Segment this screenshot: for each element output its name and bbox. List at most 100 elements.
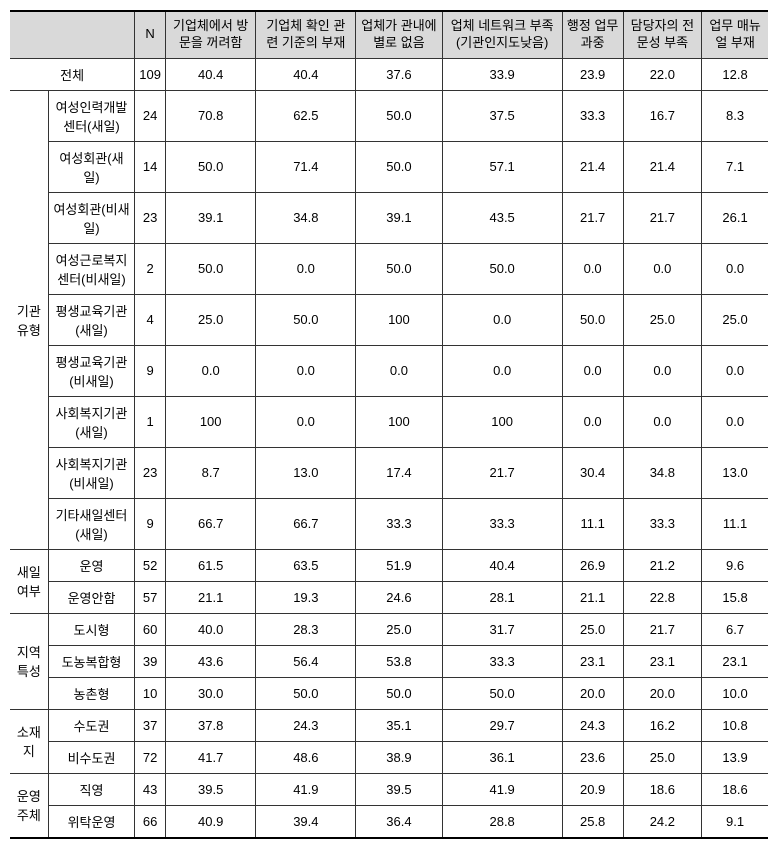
cell: 23.1 bbox=[623, 645, 702, 677]
row-label: 평생교육기관(비새일) bbox=[48, 345, 135, 396]
cell: 10 bbox=[135, 677, 166, 709]
cell: 24.3 bbox=[562, 709, 623, 741]
table-row: 지역특성 도시형 60 40.0 28.3 25.0 31.7 25.0 21.… bbox=[10, 613, 768, 645]
cell: 0.0 bbox=[702, 243, 768, 294]
cell: 50.0 bbox=[256, 677, 356, 709]
cell: 43.5 bbox=[442, 192, 562, 243]
cell: 16.7 bbox=[623, 90, 702, 141]
cell: 37.6 bbox=[356, 58, 442, 90]
table-body: 전체 109 40.4 40.4 37.6 33.9 23.9 22.0 12.… bbox=[10, 58, 768, 838]
cell: 14 bbox=[135, 141, 166, 192]
table-row: 평생교육기관(비새일) 9 0.0 0.0 0.0 0.0 0.0 0.0 0.… bbox=[10, 345, 768, 396]
cell: 0.0 bbox=[165, 345, 255, 396]
cell: 21.4 bbox=[562, 141, 623, 192]
cell: 21.7 bbox=[623, 192, 702, 243]
cell: 25.0 bbox=[623, 294, 702, 345]
cell: 10.8 bbox=[702, 709, 768, 741]
row-label: 비수도권 bbox=[48, 741, 135, 773]
cell: 40.4 bbox=[256, 58, 356, 90]
header-col1: 기업체에서 방문을 꺼려함 bbox=[165, 11, 255, 58]
cell: 40.4 bbox=[165, 58, 255, 90]
row-label: 직영 bbox=[48, 773, 135, 805]
cell: 71.4 bbox=[256, 141, 356, 192]
cell: 0.0 bbox=[702, 345, 768, 396]
cell: 50.0 bbox=[165, 243, 255, 294]
cell: 50.0 bbox=[356, 243, 442, 294]
cell: 0.0 bbox=[623, 345, 702, 396]
cell: 23 bbox=[135, 447, 166, 498]
cell: 23.6 bbox=[562, 741, 623, 773]
table-row: 여성회관(비새일) 23 39.1 34.8 39.1 43.5 21.7 21… bbox=[10, 192, 768, 243]
cell: 33.3 bbox=[442, 645, 562, 677]
cell: 28.8 bbox=[442, 805, 562, 838]
cell: 0.0 bbox=[356, 345, 442, 396]
cell: 40.9 bbox=[165, 805, 255, 838]
cell: 33.3 bbox=[356, 498, 442, 549]
cell: 50.0 bbox=[256, 294, 356, 345]
row-label: 전체 bbox=[10, 58, 135, 90]
cell: 29.7 bbox=[442, 709, 562, 741]
row-label: 운영 bbox=[48, 549, 135, 581]
cell: 53.8 bbox=[356, 645, 442, 677]
cell: 10.0 bbox=[702, 677, 768, 709]
cell: 0.0 bbox=[623, 396, 702, 447]
cell: 9.6 bbox=[702, 549, 768, 581]
cell: 41.9 bbox=[442, 773, 562, 805]
table-row: 소재지 수도권 37 37.8 24.3 35.1 29.7 24.3 16.2… bbox=[10, 709, 768, 741]
table-row: 사회복지기관(비새일) 23 8.7 13.0 17.4 21.7 30.4 3… bbox=[10, 447, 768, 498]
cell: 13.0 bbox=[256, 447, 356, 498]
cell: 21.7 bbox=[442, 447, 562, 498]
header-row: N 기업체에서 방문을 꺼려함 기업체 확인 관련 기준의 부재 업체가 관내에… bbox=[10, 11, 768, 58]
cell: 39.5 bbox=[165, 773, 255, 805]
data-table: N 기업체에서 방문을 꺼려함 기업체 확인 관련 기준의 부재 업체가 관내에… bbox=[10, 10, 768, 839]
table-row: 새일여부 운영 52 61.5 63.5 51.9 40.4 26.9 21.2… bbox=[10, 549, 768, 581]
cell: 38.9 bbox=[356, 741, 442, 773]
group-label: 새일여부 bbox=[10, 549, 48, 613]
table-row: 운영주체 직영 43 39.5 41.9 39.5 41.9 20.9 18.6… bbox=[10, 773, 768, 805]
cell: 41.7 bbox=[165, 741, 255, 773]
table-row: 비수도권 72 41.7 48.6 38.9 36.1 23.6 25.0 13… bbox=[10, 741, 768, 773]
cell: 11.1 bbox=[562, 498, 623, 549]
cell: 100 bbox=[165, 396, 255, 447]
row-label: 여성근로복지센터(비새일) bbox=[48, 243, 135, 294]
cell: 100 bbox=[442, 396, 562, 447]
table-row: 평생교육기관(새일) 4 25.0 50.0 100 0.0 50.0 25.0… bbox=[10, 294, 768, 345]
row-label: 위탁운영 bbox=[48, 805, 135, 838]
cell: 13.0 bbox=[702, 447, 768, 498]
group-label: 지역특성 bbox=[10, 613, 48, 709]
cell: 20.0 bbox=[562, 677, 623, 709]
group-label: 운영주체 bbox=[10, 773, 48, 838]
header-n: N bbox=[135, 11, 166, 58]
table-row: 위탁운영 66 40.9 39.4 36.4 28.8 25.8 24.2 9.… bbox=[10, 805, 768, 838]
cell: 11.1 bbox=[702, 498, 768, 549]
cell: 0.0 bbox=[562, 396, 623, 447]
cell: 21.1 bbox=[165, 581, 255, 613]
cell: 33.3 bbox=[623, 498, 702, 549]
table-row: 농촌형 10 30.0 50.0 50.0 50.0 20.0 20.0 10.… bbox=[10, 677, 768, 709]
row-label: 기타새일센터(새일) bbox=[48, 498, 135, 549]
cell: 22.8 bbox=[623, 581, 702, 613]
cell: 0.0 bbox=[623, 243, 702, 294]
header-col3: 업체가 관내에 별로 없음 bbox=[356, 11, 442, 58]
cell: 72 bbox=[135, 741, 166, 773]
cell: 25.0 bbox=[623, 741, 702, 773]
cell: 50.0 bbox=[356, 90, 442, 141]
cell: 15.8 bbox=[702, 581, 768, 613]
cell: 18.6 bbox=[702, 773, 768, 805]
table-row: 도농복합형 39 43.6 56.4 53.8 33.3 23.1 23.1 2… bbox=[10, 645, 768, 677]
cell: 70.8 bbox=[165, 90, 255, 141]
cell: 34.8 bbox=[623, 447, 702, 498]
cell: 30.0 bbox=[165, 677, 255, 709]
cell: 56.4 bbox=[256, 645, 356, 677]
cell: 39.5 bbox=[356, 773, 442, 805]
cell: 4 bbox=[135, 294, 166, 345]
cell: 23.9 bbox=[562, 58, 623, 90]
cell: 63.5 bbox=[256, 549, 356, 581]
row-label: 도농복합형 bbox=[48, 645, 135, 677]
cell: 25.0 bbox=[562, 613, 623, 645]
cell: 66 bbox=[135, 805, 166, 838]
cell: 13.9 bbox=[702, 741, 768, 773]
cell: 40.4 bbox=[442, 549, 562, 581]
cell: 21.7 bbox=[562, 192, 623, 243]
cell: 0.0 bbox=[256, 345, 356, 396]
